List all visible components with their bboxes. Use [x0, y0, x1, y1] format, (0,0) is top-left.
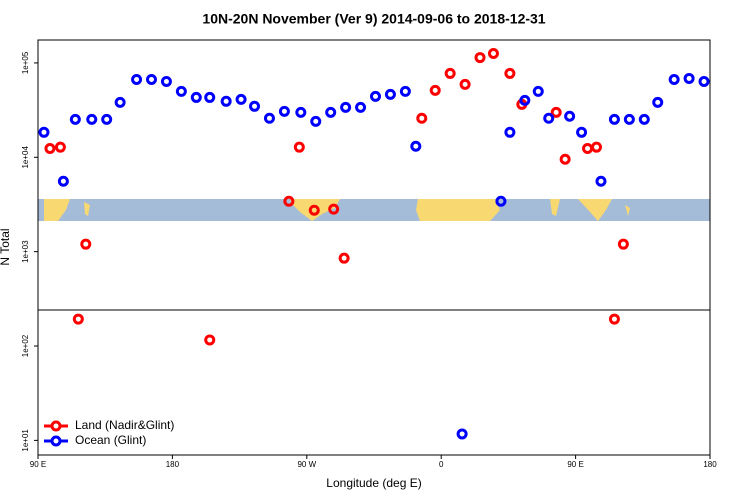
point: [283, 195, 295, 207]
y-tick-label: 1e+02: [21, 334, 30, 357]
point: [38, 126, 50, 138]
chart-title: 10N-20N November (Ver 9) 2014-09-06 to 2…: [202, 11, 545, 27]
point: [474, 52, 486, 64]
legend-label: Ocean (Glint): [75, 433, 146, 447]
point: [410, 140, 422, 152]
legend: Land (Nadir&Glint)Ocean (Glint): [44, 418, 174, 447]
point: [72, 313, 84, 325]
point: [638, 113, 650, 125]
point: [160, 75, 172, 87]
point: [591, 141, 603, 153]
y-tick-label: 1e+05: [21, 51, 30, 74]
legend-marker: [50, 420, 62, 432]
point: [416, 112, 428, 124]
point: [384, 88, 396, 100]
point: [328, 203, 340, 215]
point: [293, 141, 305, 153]
plot-frame: [37, 39, 711, 456]
point: [114, 96, 126, 108]
point: [504, 126, 516, 138]
point: [190, 91, 202, 103]
point: [175, 85, 187, 97]
point: [519, 94, 531, 106]
point: [668, 73, 680, 85]
point: [369, 90, 381, 102]
point: [338, 252, 350, 264]
x-tick-label: 0: [439, 460, 444, 469]
point: [278, 105, 290, 117]
point: [559, 153, 571, 165]
point: [652, 96, 664, 108]
point: [340, 101, 352, 113]
point: [623, 113, 635, 125]
point: [44, 142, 56, 154]
x-tick-label: 180: [166, 460, 180, 469]
legend-marker: [50, 435, 62, 447]
point: [444, 67, 456, 79]
point: [550, 106, 562, 118]
point: [263, 112, 275, 124]
point: [504, 67, 516, 79]
x-tick-label: 90 W: [297, 460, 316, 469]
x-axis-label: Longitude (deg E): [326, 476, 421, 490]
point: [57, 175, 69, 187]
point: [608, 113, 620, 125]
point: [495, 195, 507, 207]
y-tick-label: 1e+03: [21, 240, 30, 263]
point: [399, 85, 411, 97]
point: [235, 93, 247, 105]
x-tick-label: 90 E: [30, 460, 46, 469]
point: [86, 113, 98, 125]
y-tick-label: 1e+04: [21, 146, 30, 169]
point: [310, 115, 322, 127]
point: [487, 47, 499, 59]
point: [80, 238, 92, 250]
point: [355, 101, 367, 113]
x-tick-label: 180: [703, 460, 717, 469]
point: [429, 84, 441, 96]
map-strip: [38, 199, 710, 221]
point: [543, 112, 555, 124]
point: [532, 85, 544, 97]
point: [308, 204, 320, 216]
point: [101, 113, 113, 125]
point: [131, 73, 143, 85]
point: [576, 126, 588, 138]
point: [456, 428, 468, 440]
point: [145, 73, 157, 85]
y-tick-label: 1e+01: [21, 429, 30, 452]
point: [325, 106, 337, 118]
x-tick-label: 90 E: [567, 460, 583, 469]
point: [204, 91, 216, 103]
y-axis-label: N Total: [0, 228, 12, 265]
point: [608, 313, 620, 325]
point: [54, 141, 66, 153]
point: [295, 106, 307, 118]
point: [683, 72, 695, 84]
point: [595, 175, 607, 187]
point: [564, 110, 576, 122]
point: [249, 100, 261, 112]
point: [204, 334, 216, 346]
point: [459, 78, 471, 90]
legend-label: Land (Nadir&Glint): [75, 418, 174, 432]
point: [69, 113, 81, 125]
point: [698, 75, 710, 87]
point: [220, 95, 232, 107]
point: [617, 238, 629, 250]
